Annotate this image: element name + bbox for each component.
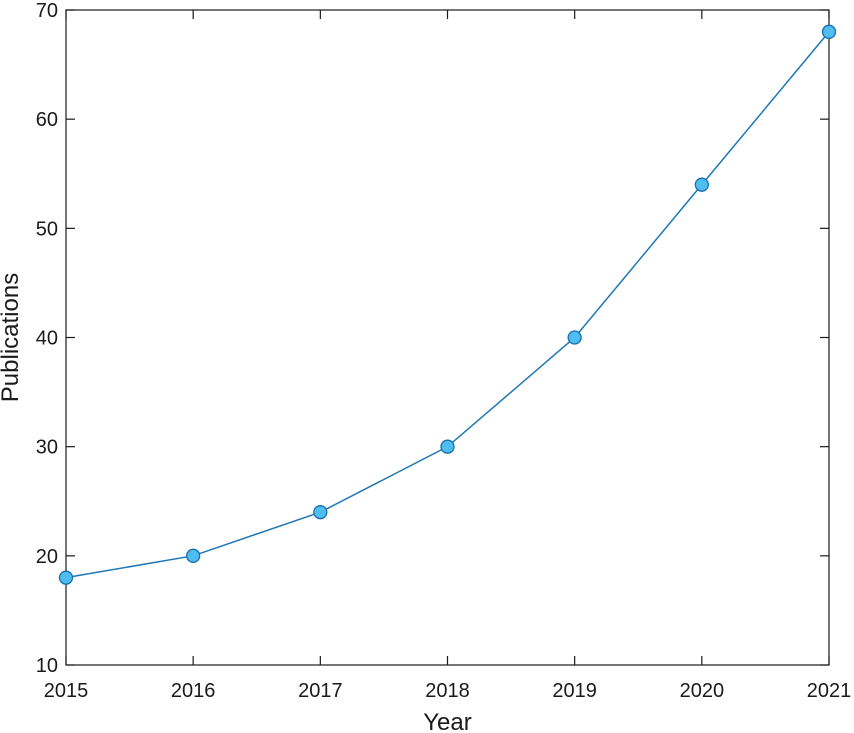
- y-axis-title: Publications: [0, 273, 24, 402]
- y-tick-label: 20: [36, 546, 58, 568]
- x-tick-label: 2018: [425, 680, 470, 702]
- x-axis-ticks: 2015 2016 2017 2018 2019 2020 2021: [44, 10, 852, 702]
- data-point-2015: [58, 570, 74, 585]
- x-tick-label: 2019: [552, 680, 597, 702]
- x-tick-label: 2015: [44, 680, 89, 702]
- plot-frame: [65, 9, 830, 666]
- plot-area-border: [65, 9, 830, 666]
- data-point-2016: [186, 548, 201, 563]
- x-tick-label: 2017: [298, 680, 343, 702]
- x-tick-label: 2016: [171, 680, 216, 702]
- x-tick-label: 2021: [807, 680, 852, 702]
- y-axis-ticks: 10 20 30 40 50 60 70: [36, 0, 829, 677]
- y-tick-label: 70: [36, 0, 58, 22]
- y-tick-label: 60: [36, 109, 58, 131]
- y-tick-label: 30: [36, 437, 58, 459]
- y-tick-label: 40: [36, 328, 58, 350]
- x-axis-title: Year: [423, 709, 472, 733]
- y-tick-label: 50: [36, 218, 58, 240]
- series-line: [65, 31, 830, 579]
- series-layer: [58, 24, 837, 585]
- data-point-2018: [440, 439, 455, 454]
- y-tick-label: 10: [36, 655, 58, 677]
- data-point-2020: [694, 177, 709, 192]
- x-tick-label: 2020: [680, 680, 725, 702]
- data-point-2017: [313, 505, 328, 520]
- data-point-2019: [567, 330, 582, 345]
- data-point-2021: [821, 24, 837, 39]
